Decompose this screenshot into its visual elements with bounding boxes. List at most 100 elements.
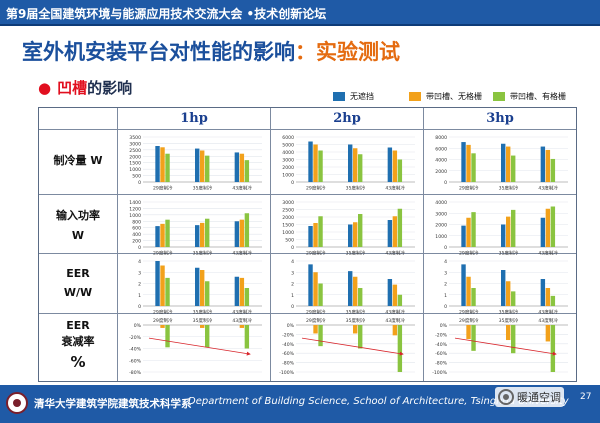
- legend-swatch-groove-no-grille: [409, 91, 421, 101]
- y-tick-label: 0%: [134, 323, 142, 329]
- trend-arrow: [301, 337, 404, 356]
- chart-power-2hp: 0 500 1000 1500 2000 2500 3000 29度制冷 35度制冷 43度制冷: [272, 196, 421, 257]
- bar-chart: 0 1000 2000 3000 4000 29度制冷 35度制冷 43度制冷: [435, 200, 568, 257]
- legend-label-groove-no-grille: 带凹槽、无格栅: [426, 91, 482, 101]
- x-tick-label: 35度制冷: [346, 250, 366, 257]
- chart-decay-3hp: 0% -20% -40% -60% -80% -100% 29度制冷 35度制冷 43度制冷: [425, 315, 574, 376]
- bar: [511, 325, 516, 354]
- bar: [501, 143, 506, 182]
- bar: [471, 153, 476, 182]
- y-tick-label: 1: [138, 293, 141, 299]
- conference-title: 第9届全国建筑环境与能源应用技术交流大会 •技术创新论坛: [6, 7, 327, 21]
- y-tick-label: 0: [444, 245, 447, 251]
- bar: [461, 225, 466, 248]
- x-tick-label: 35度制冷: [193, 317, 213, 324]
- y-tick-label: 1000: [129, 167, 141, 173]
- chart-power-1hp: 0 200 400 600 800 1000 1200 1400 29度制冷 35度制冷 43度制冷: [119, 196, 268, 257]
- y-tick-label: 3000: [282, 158, 294, 164]
- y-tick-label: 1000: [282, 230, 294, 236]
- y-tick-label: 0: [291, 245, 294, 251]
- x-tick-label: 35度制冷: [346, 317, 366, 324]
- section-highlight: 凹槽: [57, 79, 88, 97]
- conference-header: 第9届全国建筑环境与能源应用技术交流大会 •技术创新论坛: [0, 0, 600, 26]
- legend-label-no-shelter: 无遮挡: [350, 91, 374, 101]
- grid-hline: [39, 253, 576, 254]
- bar: [506, 325, 511, 341]
- bar: [387, 147, 393, 182]
- chart-decay-1hp: 0% -20% -40% -60% -80% 29度制冷 35度制冷 43度制冷: [119, 315, 268, 376]
- bar: [318, 150, 323, 182]
- bar: [501, 224, 506, 247]
- x-tick-label: 29度制冷: [306, 317, 326, 324]
- bar: [155, 261, 160, 306]
- bar: [506, 216, 511, 248]
- bar-chart: 0 1 2 3 4 29度制冷 35度制冷 43度制冷: [444, 259, 568, 316]
- bar: [540, 146, 546, 182]
- y-tick-label: 200: [132, 239, 141, 245]
- bar: [466, 325, 471, 340]
- x-tick-label: 29度制冷: [306, 309, 326, 316]
- bar-chart: 0% -20% -40% -60% -80% 29度制冷 35度制冷 43度制冷: [129, 317, 262, 376]
- legend-swatch-groove-grille: [493, 91, 505, 101]
- x-tick-label: 35度制冷: [193, 309, 213, 316]
- x-tick-label: 35度制冷: [193, 185, 213, 192]
- x-tick-label: 29度制冷: [153, 250, 173, 257]
- y-tick-label: 4000: [435, 200, 447, 206]
- y-tick-label: -80%: [435, 361, 448, 367]
- y-tick-label: 2: [138, 282, 141, 288]
- bar: [160, 223, 165, 247]
- grid-vline: [423, 108, 424, 381]
- bar: [155, 226, 160, 247]
- y-tick-label: 2: [444, 282, 447, 288]
- bar: [506, 281, 511, 306]
- bar: [550, 325, 556, 372]
- y-tick-label: -60%: [282, 351, 295, 357]
- row-label-cooling: 制冷量 W: [39, 153, 117, 169]
- y-tick-label: 0%: [440, 323, 448, 329]
- footer-org-cn: 清华大学建筑学院建筑技术科学系: [34, 398, 192, 410]
- chart-power-3hp: 0 1000 2000 3000 4000 29度制冷 35度制冷 43度制冷: [425, 196, 574, 257]
- y-tick-label: 3000: [129, 141, 141, 147]
- x-tick-label: 29度制冷: [306, 250, 326, 257]
- col-header-1hp: 1hp: [180, 111, 208, 126]
- bar: [308, 226, 313, 247]
- row-label-decay: EER 衰减率 %: [39, 318, 117, 370]
- bar: [205, 155, 210, 182]
- footer-org-en: Department of Building Science, School o…: [188, 396, 569, 407]
- y-tick-label: 3000: [282, 200, 294, 206]
- bar: [165, 277, 170, 307]
- y-tick-label: 3500: [129, 135, 141, 141]
- bar: [545, 208, 551, 247]
- x-tick-label: 35度制冷: [499, 317, 519, 324]
- bar: [239, 219, 245, 247]
- row-label-power-line1: 输入功率: [56, 209, 100, 222]
- x-tick-label: 43度制冷: [232, 185, 252, 192]
- x-tick-label: 29度制冷: [306, 185, 326, 192]
- y-tick-label: 2000: [129, 154, 141, 160]
- col-header-2hp: 2hp: [333, 111, 361, 126]
- y-tick-label: 4000: [282, 150, 294, 156]
- row-label-power-line2: W: [71, 229, 85, 242]
- bar: [244, 288, 250, 306]
- bar: [195, 267, 200, 306]
- bar: [358, 214, 363, 247]
- trend-arrow: [454, 337, 557, 356]
- y-tick-label: 0: [291, 180, 294, 186]
- bar: [397, 208, 403, 247]
- x-tick-label: 43度制冷: [232, 309, 252, 316]
- bar: [318, 216, 323, 247]
- bar: [234, 152, 240, 182]
- bar: [545, 149, 551, 182]
- bar: [200, 150, 205, 182]
- bar: [155, 146, 160, 182]
- section-rest: 的影响: [87, 79, 133, 97]
- x-tick-label: 29度制冷: [153, 309, 173, 316]
- y-tick-label: 2000: [435, 169, 447, 175]
- bar: [244, 160, 250, 182]
- bar: [313, 272, 318, 306]
- y-tick-label: 1500: [282, 223, 294, 229]
- y-tick-label: 5000: [282, 143, 294, 149]
- y-tick-label: 4000: [435, 158, 447, 164]
- y-tick-label: -100%: [279, 370, 294, 376]
- bar: [387, 220, 393, 247]
